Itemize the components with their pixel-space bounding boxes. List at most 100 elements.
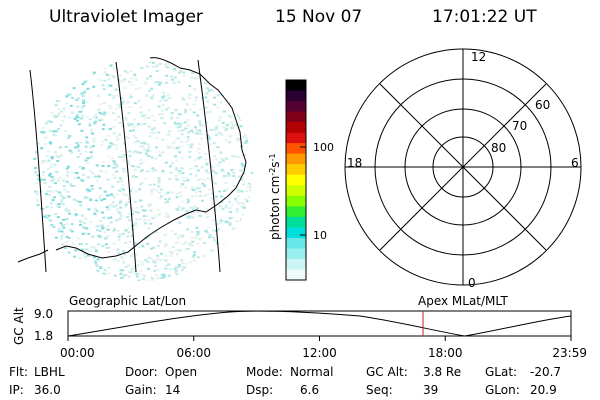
- uv-pixel: [237, 195, 240, 197]
- uv-pixel: [205, 92, 209, 95]
- uv-pixel: [107, 155, 111, 158]
- uv-pixel: [112, 132, 116, 135]
- uv-pixel: [150, 114, 154, 117]
- uv-pixel: [36, 204, 40, 207]
- uv-pixel: [218, 131, 222, 134]
- uv-pixel: [190, 143, 194, 146]
- uv-pixel: [112, 227, 116, 230]
- uv-pixel: [157, 191, 161, 194]
- uv-pixel: [161, 151, 165, 154]
- uv-pixel: [214, 172, 218, 175]
- uv-pixel: [234, 199, 238, 202]
- uv-pixel: [177, 172, 181, 175]
- uv-pixel: [161, 170, 165, 172]
- uv-pixel: [205, 207, 209, 210]
- uv-pixel: [155, 137, 159, 140]
- uv-pixel: [122, 159, 126, 162]
- colorbar-tick-100: 100: [313, 141, 334, 154]
- uv-pixel: [109, 84, 113, 87]
- uv-pixel: [246, 186, 250, 189]
- uv-pixel: [168, 198, 171, 200]
- uv-pixel: [89, 221, 93, 223]
- info-value: 3.8 Re: [423, 365, 462, 379]
- uv-pixel: [50, 225, 54, 227]
- orbit-left-title: Geographic Lat/Lon: [69, 294, 186, 308]
- uv-pixel: [166, 66, 170, 69]
- uv-pixel: [92, 116, 96, 119]
- meridian-line: [115, 61, 137, 273]
- uv-pixel: [118, 189, 122, 192]
- uv-pixel: [117, 80, 121, 83]
- uv-pixel: [238, 118, 242, 121]
- uv-pixel: [123, 142, 127, 145]
- uv-pixel: [74, 249, 78, 252]
- uv-pixel: [224, 204, 228, 207]
- uv-pixel: [89, 147, 93, 149]
- uv-pixel: [62, 224, 66, 227]
- colorbar-swatch: [286, 132, 306, 144]
- uv-pixel: [118, 106, 122, 108]
- uv-pixel: [167, 222, 171, 224]
- uv-pixel: [249, 185, 253, 188]
- uv-pixel: [94, 175, 98, 178]
- uv-pixel: [118, 211, 122, 214]
- uv-pixel: [193, 205, 196, 208]
- uv-pixel: [60, 110, 64, 113]
- uv-pixel: [141, 209, 145, 212]
- uv-pixel: [186, 215, 190, 218]
- uv-pixel: [170, 78, 174, 81]
- uv-pixel: [231, 227, 235, 230]
- uv-pixel: [114, 88, 118, 91]
- uv-pixel: [65, 180, 69, 183]
- uv-pixel: [138, 218, 142, 220]
- uv-pixel: [116, 193, 120, 196]
- uv-pixel: [167, 130, 171, 133]
- uv-pixel: [118, 177, 122, 180]
- uv-pixel: [170, 75, 174, 78]
- uv-pixel: [143, 219, 147, 221]
- uv-pixel: [174, 266, 178, 268]
- uv-pixel: [34, 190, 38, 193]
- uv-pixel: [131, 152, 135, 155]
- info-label: Door:: [125, 365, 158, 379]
- uv-pixel: [129, 254, 133, 257]
- uv-pixel: [63, 115, 67, 118]
- uv-pixel: [90, 254, 94, 257]
- uv-pixel: [97, 234, 101, 237]
- uv-pixel: [194, 165, 198, 168]
- orbit-xtick-label: 12:00: [302, 346, 337, 360]
- uv-pixel: [233, 227, 237, 230]
- uv-pixel: [229, 211, 233, 213]
- uv-pixel: [40, 131, 44, 134]
- uv-pixel: [118, 201, 122, 204]
- info-label: Mode:: [246, 365, 283, 379]
- uv-pixel: [164, 161, 168, 164]
- uv-pixel: [225, 188, 229, 191]
- uv-pixel: [221, 168, 225, 171]
- uv-pixel: [128, 155, 132, 157]
- uv-pixel: [202, 242, 206, 245]
- uv-pixel: [216, 106, 220, 109]
- uv-pixel: [188, 261, 192, 264]
- uv-pixel: [173, 121, 177, 124]
- uv-pixel: [92, 140, 96, 143]
- uv-pixel: [204, 129, 208, 132]
- uv-pixel: [66, 165, 70, 168]
- uv-pixel: [196, 256, 200, 259]
- uv-pixel: [127, 201, 131, 204]
- uv-pixel: [99, 266, 102, 269]
- uv-pixel: [121, 101, 125, 104]
- uv-pixel: [139, 106, 143, 109]
- uv-pixel: [67, 209, 71, 212]
- uv-pixel: [180, 259, 184, 262]
- polar-label-12: 12: [471, 50, 486, 64]
- uv-pixel: [201, 97, 204, 100]
- uv-pixel: [119, 103, 123, 106]
- uv-pixel: [220, 195, 223, 198]
- uv-pixel: [130, 83, 134, 86]
- uv-pixel: [146, 170, 150, 173]
- uv-pixel: [138, 188, 141, 191]
- uv-pixel: [143, 221, 147, 224]
- uv-pixel: [67, 137, 71, 140]
- uv-pixel: [164, 66, 168, 68]
